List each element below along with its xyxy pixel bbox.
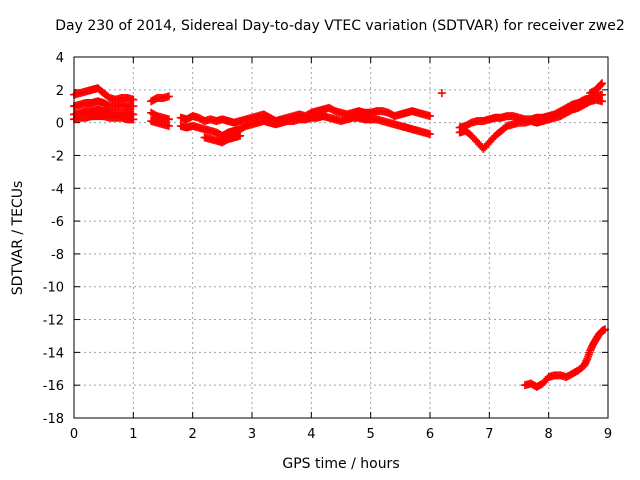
x-tick-label: 4: [307, 427, 315, 442]
series: [70, 97, 138, 111]
y-tick-label: 4: [56, 51, 64, 66]
chart-title: Day 230 of 2014, Sidereal Day-to-day VTE…: [55, 18, 625, 34]
data-point: [164, 92, 173, 101]
y-tick-label: 2: [56, 84, 64, 99]
y-tick-label: -2: [51, 149, 64, 164]
data-point: [129, 102, 138, 111]
data-point: [164, 121, 173, 130]
x-tick-label: 9: [604, 427, 612, 442]
data-point: [598, 97, 607, 106]
x-tick-label: 7: [485, 427, 493, 442]
series: [70, 90, 607, 132]
series: [70, 84, 446, 106]
y-tick-label: -10: [43, 281, 64, 296]
axis-ticks: 0 1 2 3 4 5 6 7 8 9 4 2 0 -2 -4 -6 -8 -10 -12 -14 -16 -18: [43, 51, 612, 442]
x-tick-label: 8: [545, 427, 553, 442]
series: [70, 95, 607, 153]
data-point: [236, 131, 245, 140]
x-axis-label: GPS time / hours: [282, 456, 400, 472]
y-tick-label: -8: [51, 248, 64, 263]
y-tick-label: -16: [43, 379, 64, 394]
series: [200, 79, 607, 147]
x-tick-label: 0: [70, 427, 78, 442]
y-tick-label: 0: [56, 117, 64, 132]
data-point: [426, 130, 434, 139]
data-point: [426, 112, 434, 121]
x-tick-label: 6: [426, 427, 434, 442]
y-tick-label: -4: [51, 182, 64, 197]
data-point: [129, 115, 138, 124]
data-point: [587, 88, 596, 97]
x-tick-label: 3: [248, 427, 256, 442]
plot-frame: [73, 56, 609, 419]
x-tick-label: 2: [189, 427, 197, 442]
y-tick-label: -14: [43, 346, 64, 361]
x-tick-label: 5: [367, 427, 375, 442]
series: [520, 325, 610, 391]
data-point: [586, 89, 595, 98]
y-tick-label: -6: [51, 215, 64, 230]
y-tick-label: -12: [43, 314, 64, 329]
y-tick-label: -18: [43, 412, 64, 427]
x-tick-label: 1: [129, 427, 137, 442]
data-points: [70, 79, 610, 391]
data-point: [437, 89, 446, 98]
